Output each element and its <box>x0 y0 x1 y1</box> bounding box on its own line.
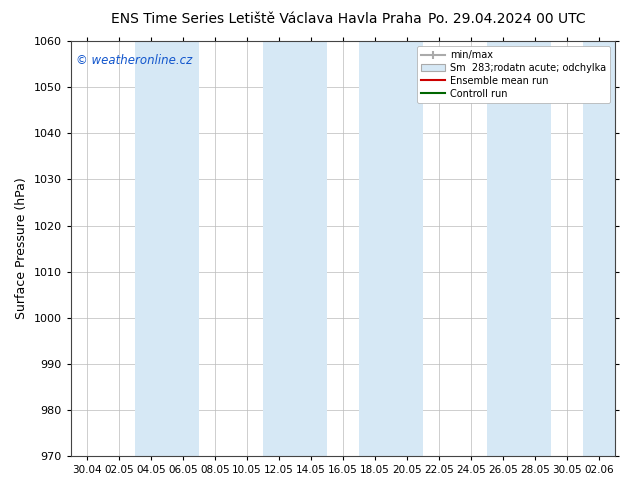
Y-axis label: Surface Pressure (hPa): Surface Pressure (hPa) <box>15 178 28 319</box>
Bar <box>359 41 423 456</box>
Text: ENS Time Series Letiště Václava Havla Praha: ENS Time Series Letiště Václava Havla Pr… <box>111 12 422 26</box>
Bar <box>583 41 631 456</box>
Bar <box>134 41 198 456</box>
Bar <box>487 41 551 456</box>
Bar <box>262 41 327 456</box>
Text: Po. 29.04.2024 00 UTC: Po. 29.04.2024 00 UTC <box>429 12 586 26</box>
Text: © weatheronline.cz: © weatheronline.cz <box>76 54 192 67</box>
Legend: min/max, Sm  283;rodatn acute; odchylka, Ensemble mean run, Controll run: min/max, Sm 283;rodatn acute; odchylka, … <box>417 46 610 102</box>
